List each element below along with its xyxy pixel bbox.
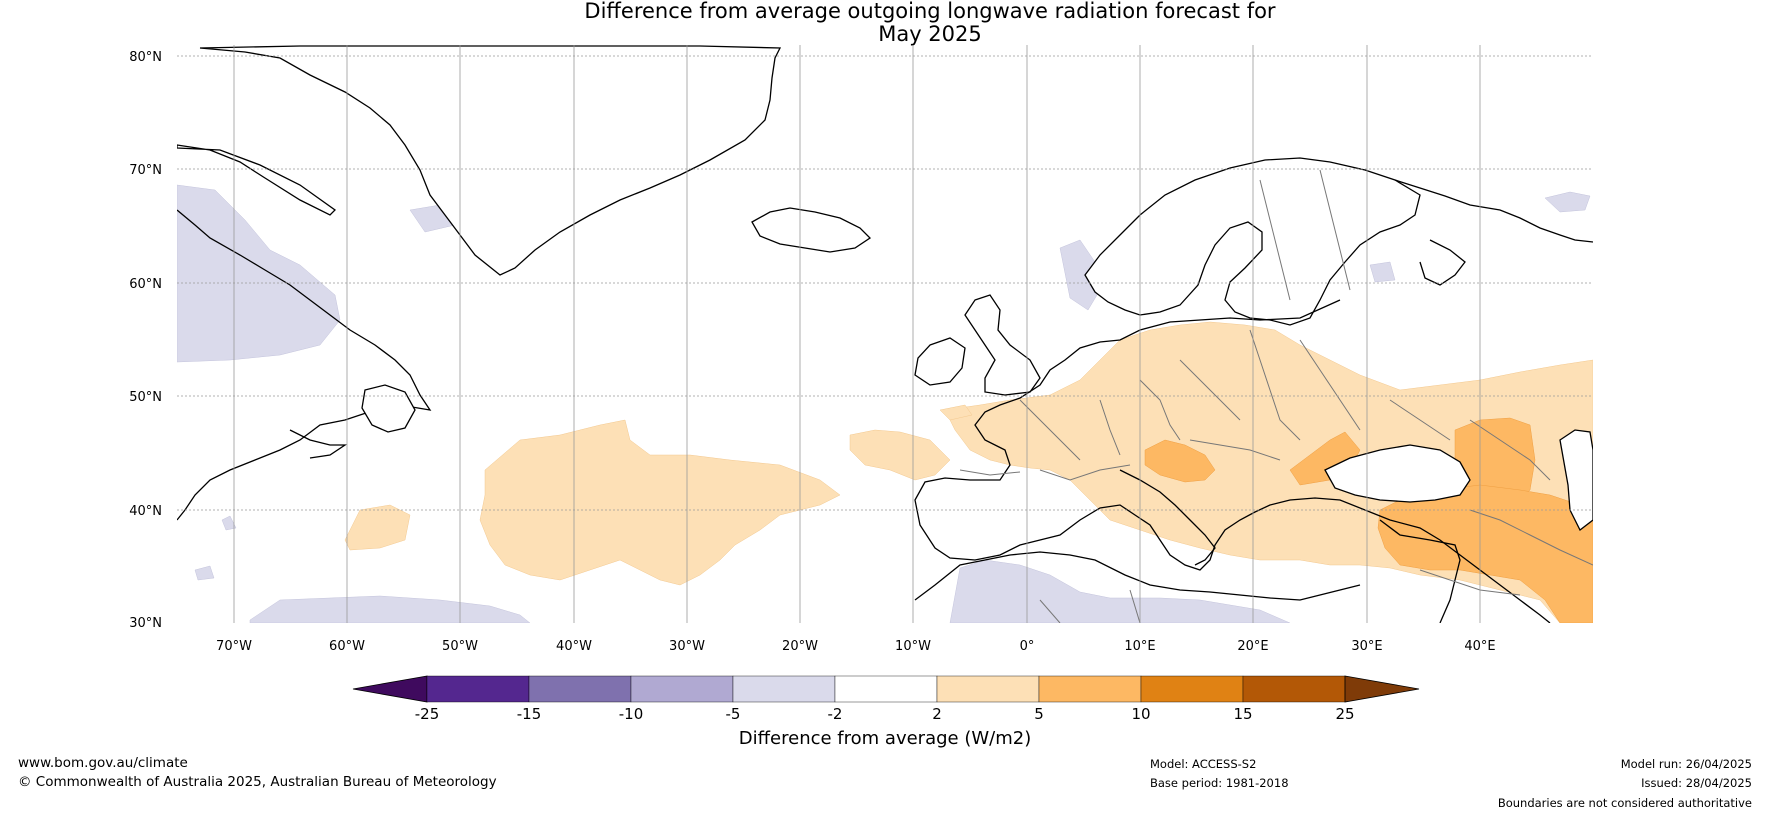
- colorbar-tick-label: -2: [828, 705, 843, 723]
- lon-label: 20°E: [1237, 639, 1268, 654]
- lat-label: 40°N: [129, 504, 162, 519]
- colorbar-tick-label: 25: [1335, 705, 1354, 723]
- colorbar-segment: [834, 675, 938, 703]
- title-line-2: May 2025: [878, 22, 982, 46]
- scandinavia-coastline: [1084, 157, 1421, 326]
- colorbar-tick-label: -15: [517, 705, 542, 723]
- colorbar-tick-label: 15: [1233, 705, 1252, 723]
- lon-label: 40°W: [556, 639, 592, 654]
- latitude-labels: 80°N 70°N 60°N 50°N 40°N 30°N: [129, 50, 162, 631]
- issued-text: Issued: 28/04/2025: [1641, 776, 1752, 790]
- lon-label: 30°E: [1351, 639, 1382, 654]
- levant-coastline: [1379, 519, 1461, 623]
- colorbar-segment: [528, 675, 632, 703]
- europe-mainland-coastline: [914, 299, 1551, 623]
- caspian-sea-coastline: [1559, 429, 1593, 531]
- white-sea-coastline: [1419, 239, 1466, 286]
- ireland-coastline: [914, 337, 966, 386]
- lon-label: 60°W: [329, 639, 365, 654]
- lat-label: 70°N: [129, 163, 162, 178]
- lon-label: 70°W: [216, 639, 252, 654]
- colorbar-segment: [1140, 675, 1244, 703]
- model-run-text: Model run: 26/04/2025: [1620, 757, 1752, 771]
- map-title: Difference from average outgoing longwav…: [430, 0, 1430, 46]
- colorbar-segment: [1038, 675, 1142, 703]
- colorbar-extend-low: [352, 675, 428, 703]
- colorbar-tick-label: 10: [1131, 705, 1150, 723]
- lat-label: 80°N: [129, 50, 162, 65]
- italy-coastline: [1119, 469, 1216, 566]
- lat-label: 30°N: [129, 616, 162, 631]
- colorbar-segment: [426, 675, 530, 703]
- colorbar-segment: [630, 675, 734, 703]
- positive-anomaly-5-10: [1144, 417, 1593, 623]
- greenland-coastline: [199, 45, 782, 276]
- base-period-text: Base period: 1981-2018: [1150, 776, 1289, 790]
- website-link[interactable]: www.bom.gov.au/climate: [18, 755, 188, 771]
- newfoundland-coastline: [361, 384, 416, 433]
- map-area: [177, 45, 1593, 623]
- lat-label: 50°N: [129, 390, 162, 405]
- longitude-labels: 70°W 60°W 50°W 40°W 30°W 20°W 10°W 0° 10…: [216, 639, 1496, 654]
- russia-north-coastline: [1394, 179, 1593, 243]
- country-borders: [959, 169, 1593, 623]
- north-america-coastline: [177, 144, 337, 216]
- lon-label: 30°W: [669, 639, 705, 654]
- colorbar: -25 -15 -10 -5 -2 2 5 10 15 25: [352, 675, 1420, 723]
- colorbar-tick-label: -25: [415, 705, 440, 723]
- disclaimer-text: Boundaries are not considered authoritat…: [1497, 796, 1752, 810]
- lon-label: 10°E: [1124, 639, 1155, 654]
- lat-label: 60°N: [129, 277, 162, 292]
- nova-scotia-coastline: [289, 429, 348, 459]
- great-britain-coastline: [964, 294, 1041, 396]
- copyright-text: © Commonwealth of Australia 2025, Austra…: [18, 774, 497, 790]
- lon-label: 0°: [1020, 639, 1035, 654]
- lon-label: 50°W: [442, 639, 478, 654]
- colorbar-segment: [732, 675, 836, 703]
- north-africa-coastline: [914, 551, 1361, 601]
- map-gridlines: [177, 45, 1593, 623]
- colorbar-segment: [1242, 675, 1346, 703]
- black-sea-coastline: [1324, 444, 1471, 503]
- model-text: Model: ACCESS-S2: [1150, 757, 1257, 771]
- lon-label: 40°E: [1464, 639, 1495, 654]
- colorbar-tick-label: 5: [1034, 705, 1044, 723]
- colorbar-extend-high: [1344, 675, 1420, 703]
- title-line-1: Difference from average outgoing longwav…: [584, 0, 1276, 23]
- colorbar-segment: [936, 675, 1040, 703]
- lon-label: 10°W: [895, 639, 931, 654]
- colorbar-tick-label: -5: [726, 705, 741, 723]
- iceland-coastline: [751, 207, 872, 253]
- lon-label: 20°W: [782, 639, 818, 654]
- colorbar-title: Difference from average (W/m2): [738, 728, 1032, 749]
- colorbar-tick-label: 2: [932, 705, 942, 723]
- colorbar-tick-label: -10: [619, 705, 644, 723]
